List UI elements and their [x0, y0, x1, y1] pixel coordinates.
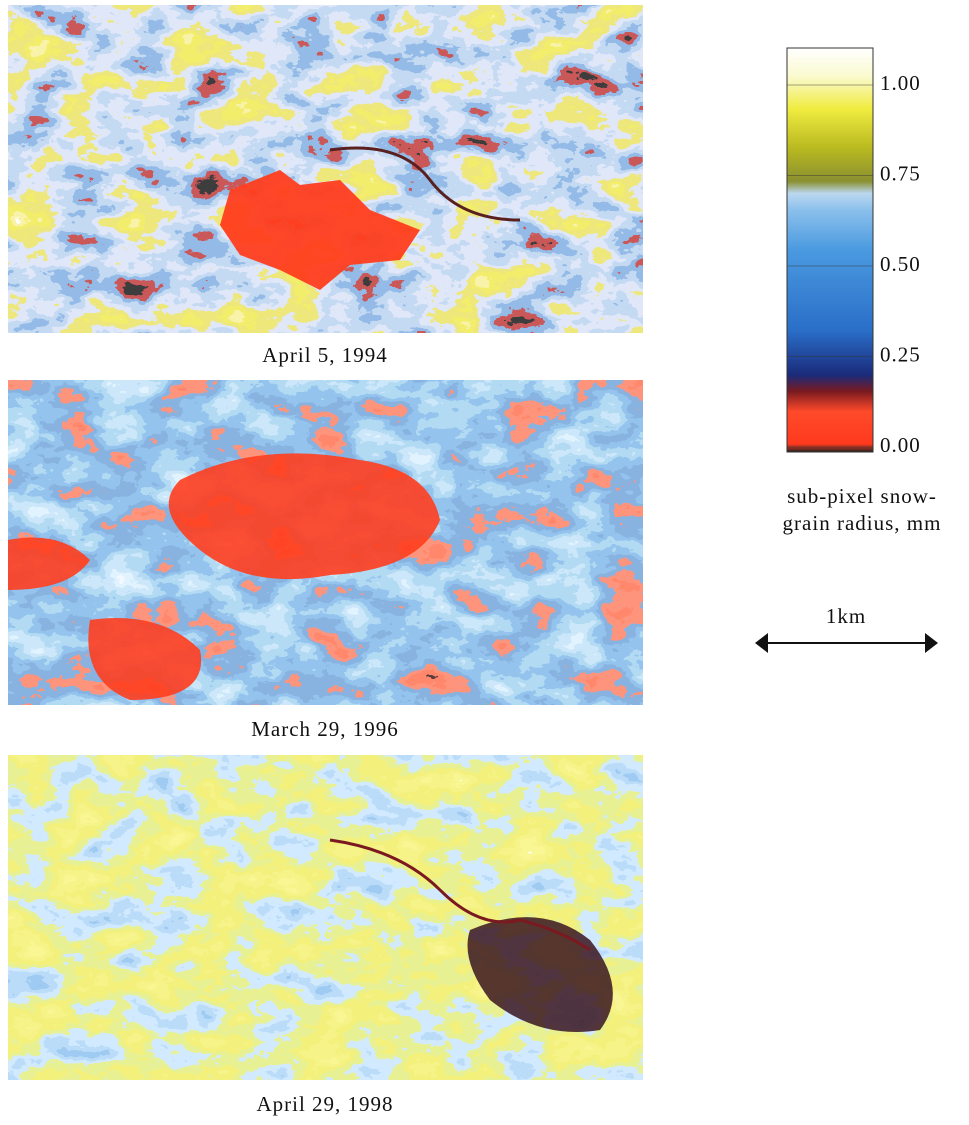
colorbar-label: grain radius, mm: [783, 511, 942, 535]
panel-caption: April 29, 1998: [256, 1092, 393, 1116]
colorbar-tick-label: 0.00: [880, 433, 921, 457]
colorbar-tick-label: 1.00: [880, 71, 921, 95]
map-panel-2: [8, 380, 643, 705]
colorbar-scale: [787, 48, 873, 452]
panel-caption: April 5, 1994: [262, 343, 388, 367]
map-panel-1: [8, 5, 643, 333]
scale-bar: [755, 633, 938, 653]
colorbar-tick-label: 0.25: [880, 342, 921, 366]
colorbar-tick-label: 0.75: [880, 161, 921, 185]
figure: April 5, 1994 March 29, 1996 April 29, 1…: [0, 0, 969, 1120]
panel-caption: March 29, 1996: [251, 717, 399, 741]
colorbar: [787, 48, 873, 452]
colorbar-tick-label: 0.50: [880, 252, 921, 276]
colorbar-label: sub-pixel snow-: [787, 484, 937, 508]
map-panel-3: [8, 755, 643, 1080]
scale-bar-label: 1km: [826, 604, 866, 628]
